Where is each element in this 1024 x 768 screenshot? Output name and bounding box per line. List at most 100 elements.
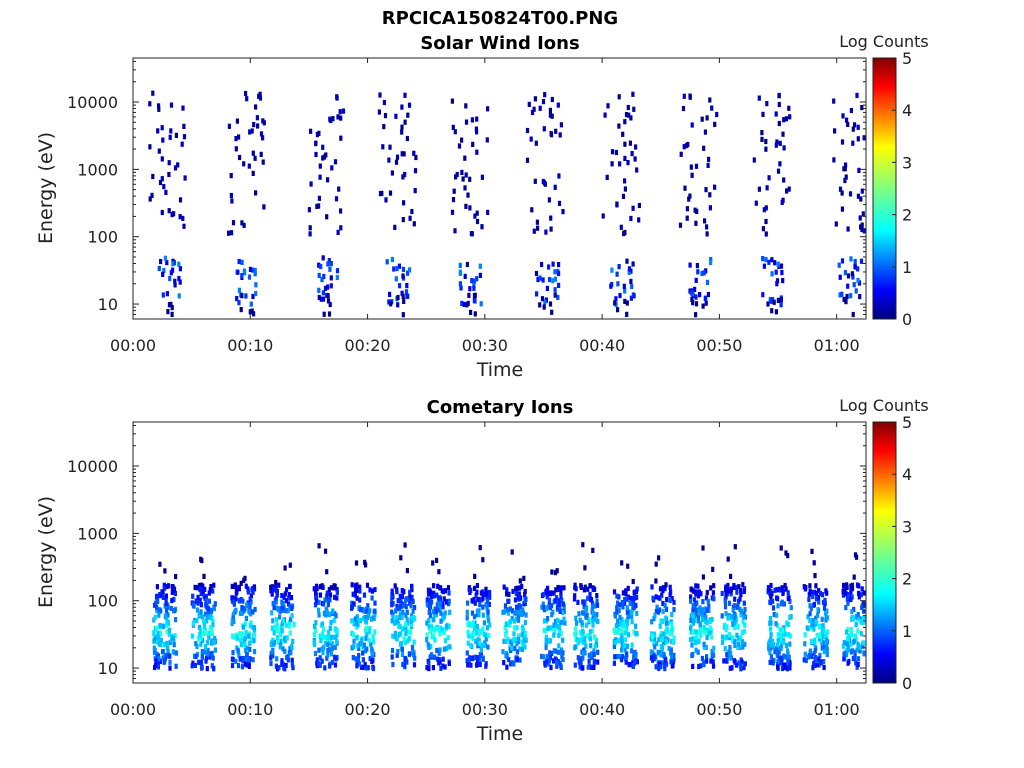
heatmap-cell bbox=[625, 605, 629, 611]
heatmap-cell bbox=[590, 628, 594, 634]
heatmap-cell bbox=[578, 617, 582, 623]
heatmap-cell bbox=[474, 638, 478, 645]
heatmap-cell bbox=[856, 124, 860, 130]
heatmap-cell bbox=[470, 117, 474, 123]
heatmap-cell bbox=[804, 657, 808, 664]
heatmap-cell bbox=[167, 171, 171, 178]
heatmap-cell bbox=[783, 631, 787, 637]
heatmap-cell bbox=[399, 598, 403, 604]
heatmap-cell bbox=[230, 620, 234, 627]
x-tick-label: 00:40 bbox=[579, 336, 625, 355]
heatmap-cell bbox=[314, 620, 318, 626]
heatmap-cell bbox=[547, 197, 551, 203]
heatmap-cell bbox=[242, 161, 246, 167]
heatmap-cell bbox=[317, 294, 321, 301]
heatmap-cell bbox=[702, 270, 706, 276]
heatmap-cell bbox=[156, 598, 160, 604]
heatmap-cell bbox=[286, 654, 290, 660]
heatmap-cell bbox=[736, 635, 741, 641]
heatmap-cell bbox=[591, 617, 595, 623]
heatmap-cell bbox=[688, 193, 692, 199]
heatmap-cell bbox=[354, 560, 359, 566]
heatmap-cell bbox=[283, 636, 287, 642]
heatmap-cell bbox=[557, 270, 561, 277]
heatmap-cell bbox=[198, 597, 202, 603]
heatmap-cell bbox=[840, 139, 845, 145]
heatmap-cell bbox=[556, 649, 560, 655]
heatmap-cell bbox=[691, 629, 695, 635]
heatmap-cell bbox=[245, 602, 249, 608]
heatmap-cell bbox=[176, 162, 180, 168]
heatmap-cell bbox=[614, 296, 618, 302]
heatmap-cell bbox=[770, 308, 774, 314]
heatmap-cell bbox=[778, 645, 782, 651]
heatmap-cell bbox=[470, 598, 474, 604]
heatmap-cell bbox=[704, 614, 708, 620]
heatmap-cell bbox=[784, 116, 788, 122]
heatmap-cell bbox=[427, 666, 431, 672]
heatmap-cell bbox=[670, 663, 674, 669]
heatmap-cell bbox=[290, 605, 294, 612]
heatmap-cell bbox=[165, 618, 169, 624]
heatmap-cell bbox=[157, 656, 161, 662]
heatmap-cell bbox=[438, 601, 442, 607]
heatmap-cell bbox=[162, 658, 167, 665]
heatmap-cell bbox=[557, 624, 561, 630]
heatmap-cell bbox=[786, 590, 790, 596]
heatmap-cell bbox=[810, 548, 814, 554]
heatmap-cell bbox=[325, 590, 329, 596]
heatmap-cell bbox=[554, 657, 558, 663]
heatmap-cell bbox=[814, 591, 818, 597]
heatmap-cell bbox=[413, 655, 417, 661]
heatmap-cell bbox=[573, 593, 577, 599]
heatmap-cell bbox=[704, 618, 708, 624]
heatmap-cell bbox=[657, 637, 661, 643]
heatmap-cell bbox=[727, 635, 731, 641]
heatmap-cell bbox=[525, 127, 530, 134]
heatmap-cell bbox=[560, 654, 564, 660]
heatmap-cell bbox=[280, 658, 284, 664]
heatmap-cell bbox=[703, 295, 707, 301]
heatmap-cell bbox=[321, 584, 325, 590]
heatmap-cell bbox=[824, 637, 829, 643]
heatmap-cell bbox=[275, 656, 279, 662]
heatmap-cell bbox=[591, 547, 595, 553]
heatmap-cell bbox=[244, 615, 248, 621]
heatmap-cell bbox=[198, 631, 202, 637]
heatmap-cell bbox=[502, 584, 506, 590]
heatmap-cell bbox=[725, 652, 729, 658]
heatmap-cell bbox=[506, 636, 510, 642]
heatmap-cell bbox=[160, 649, 165, 655]
heatmap-cell bbox=[242, 638, 246, 644]
heatmap-cell bbox=[261, 159, 265, 165]
heatmap-cell bbox=[276, 606, 280, 612]
heatmap-cell bbox=[482, 642, 486, 648]
heatmap-cell bbox=[434, 612, 438, 618]
heatmap-cell bbox=[373, 587, 377, 593]
heatmap-cell bbox=[400, 151, 404, 157]
heatmap-cell bbox=[450, 209, 455, 215]
heatmap-cell bbox=[271, 600, 275, 607]
heatmap-cell bbox=[466, 662, 470, 668]
heatmap-cell bbox=[664, 639, 668, 645]
heatmap-cell bbox=[786, 553, 790, 559]
heatmap-cell bbox=[165, 629, 169, 635]
heatmap-cell bbox=[437, 627, 441, 633]
heatmap-cell bbox=[435, 592, 439, 598]
heatmap-cell bbox=[701, 303, 705, 309]
heatmap-cell bbox=[775, 278, 780, 284]
heatmap-cell bbox=[770, 659, 774, 665]
heatmap-cell bbox=[514, 610, 519, 616]
heatmap-cell bbox=[317, 262, 321, 268]
heatmap-cell bbox=[735, 589, 739, 595]
heatmap-cell bbox=[477, 608, 481, 614]
heatmap-cell bbox=[148, 144, 152, 150]
heatmap-cell bbox=[760, 130, 764, 136]
heatmap-cell bbox=[252, 625, 257, 631]
y-tick-label: 100 bbox=[87, 592, 118, 611]
heatmap-cell bbox=[466, 640, 470, 646]
heatmap-cell bbox=[665, 661, 669, 667]
heatmap-cell bbox=[802, 657, 806, 663]
colorbar-tick-label: 5 bbox=[902, 49, 912, 68]
heatmap-cell bbox=[624, 591, 628, 597]
